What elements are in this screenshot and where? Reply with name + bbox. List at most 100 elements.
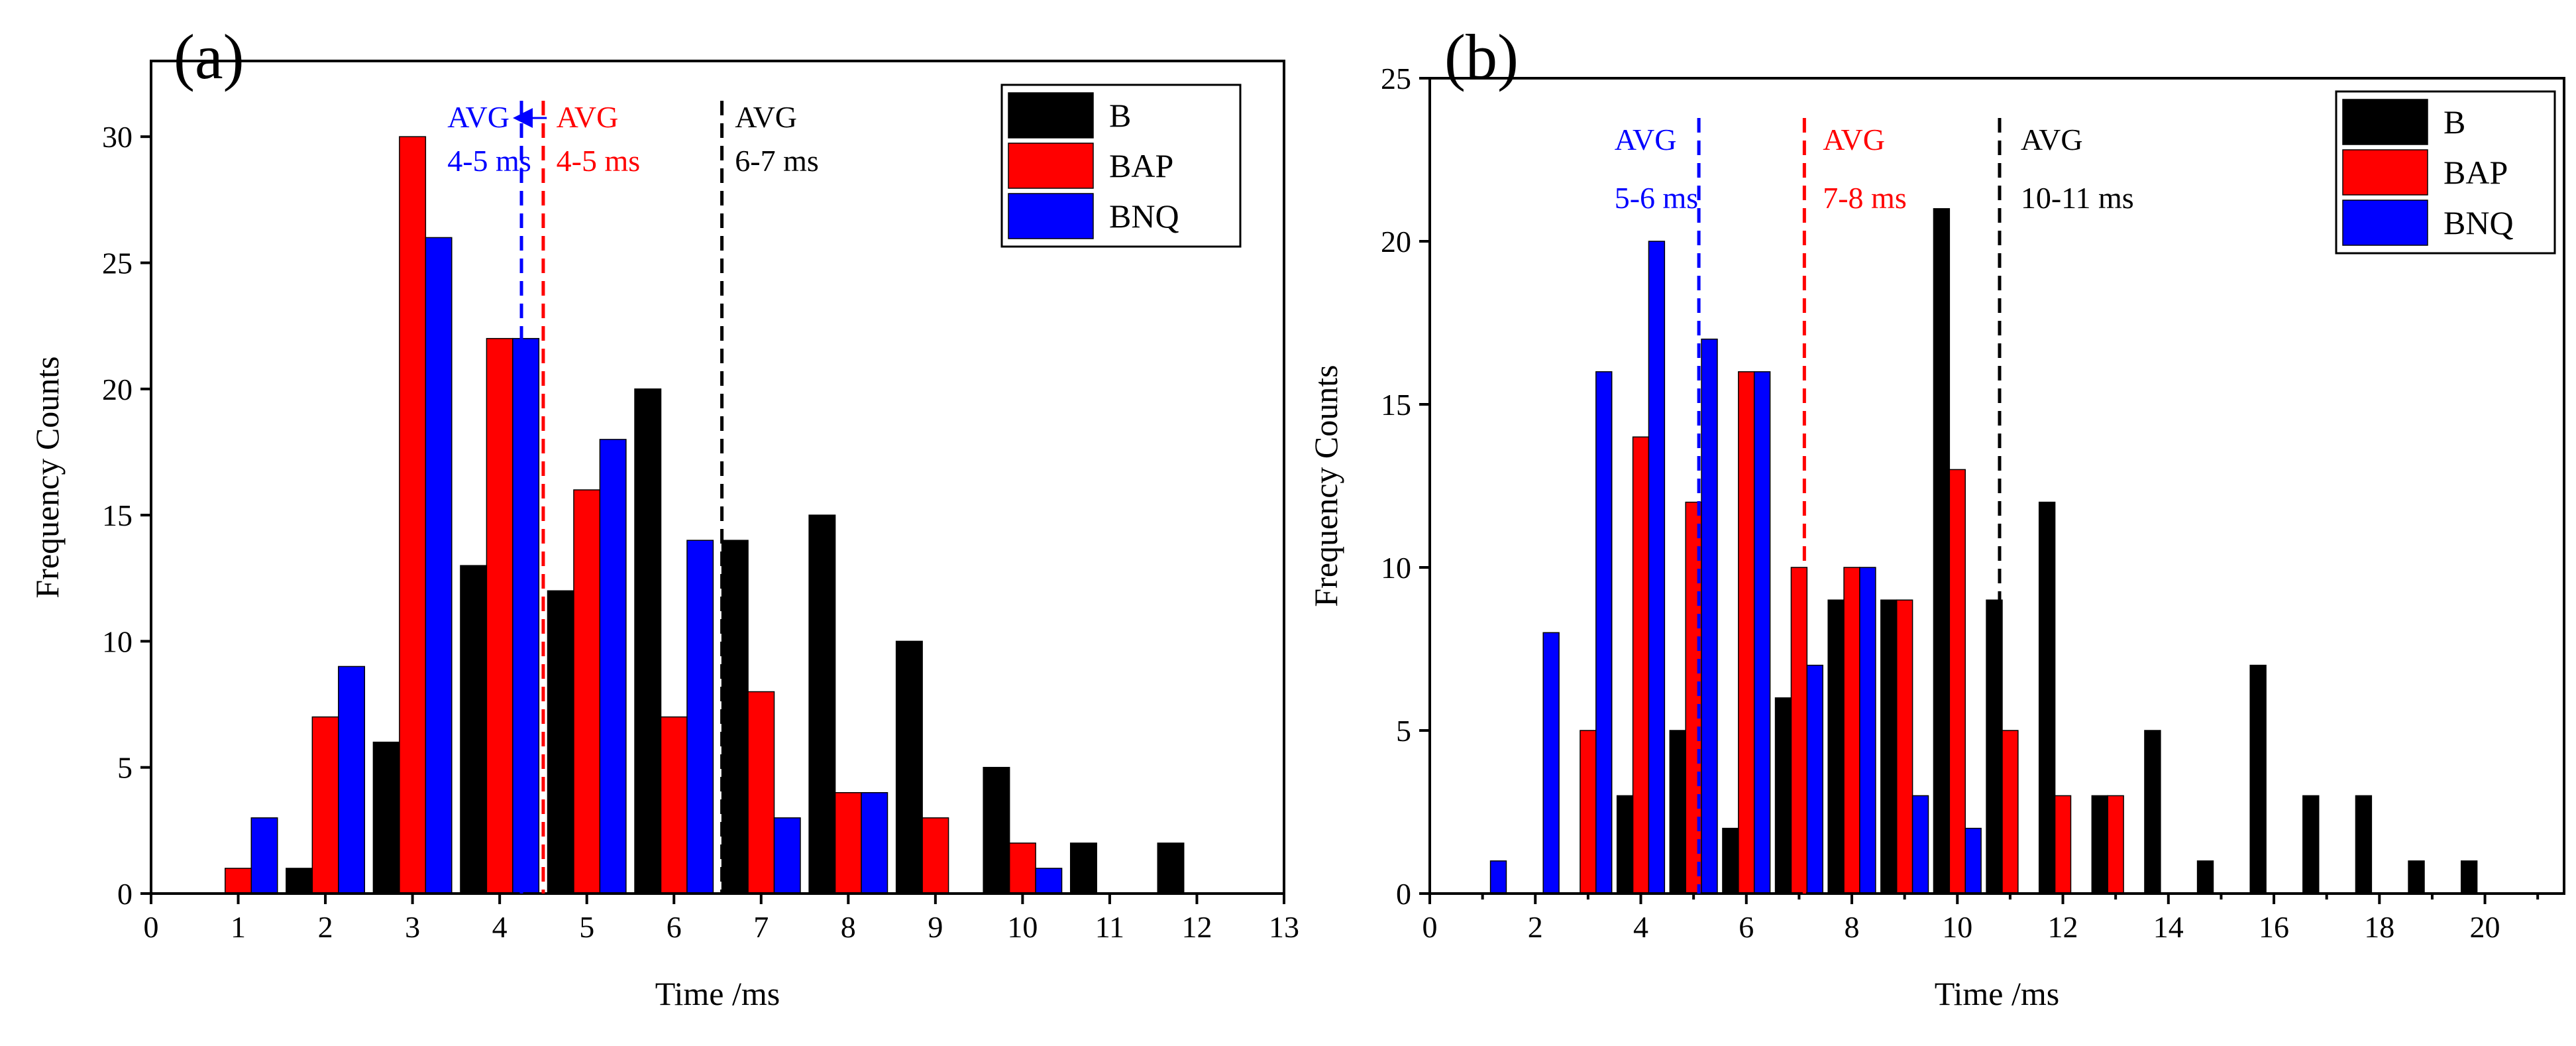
x-axis-title: Time /ms xyxy=(1935,975,2060,1012)
bar-b-9 xyxy=(1880,599,1898,894)
x-tick-label: 3 xyxy=(405,910,420,944)
avg-label-bnq: AVG xyxy=(447,100,510,134)
x-tick-label: 1 xyxy=(231,910,246,944)
x-tick-label: 5 xyxy=(579,910,594,944)
legend-swatch-bnq xyxy=(2342,200,2428,246)
avg-range-b: 6-7 ms xyxy=(735,144,819,178)
legend-label-bnq: BNQ xyxy=(2443,204,2514,241)
avg-range-bnq: 5-6 ms xyxy=(1615,181,1699,215)
bar-b-18 xyxy=(2355,795,2373,894)
x-tick-label: 9 xyxy=(928,910,943,944)
y-tick-label: 0 xyxy=(117,877,133,911)
avg-range-bap: 7-8 ms xyxy=(1823,181,1907,215)
bar-bap-2 xyxy=(311,716,339,894)
bar-b-7 xyxy=(721,540,749,894)
bar-b-20 xyxy=(2460,860,2478,894)
bar-b-10 xyxy=(1933,208,1951,894)
legend-swatch-b xyxy=(2342,99,2428,145)
bar-bnq-9 xyxy=(1911,795,1929,894)
bar-bnq-7 xyxy=(1806,664,1823,894)
avg-label-bap: AVG xyxy=(557,100,619,134)
bar-bnq-8 xyxy=(1859,567,1876,894)
x-tick-label: 4 xyxy=(1633,910,1648,944)
bar-bnq-1 xyxy=(250,817,278,894)
x-tick-label: 12 xyxy=(1181,910,1212,944)
bar-b-5 xyxy=(547,590,574,894)
bar-bnq-5 xyxy=(599,439,627,894)
x-tick-label: 0 xyxy=(1422,910,1438,944)
bar-bap-12 xyxy=(2054,795,2072,894)
bar-bap-3 xyxy=(1580,730,1597,894)
y-tick-label: 25 xyxy=(1381,62,1411,95)
bar-bap-6 xyxy=(1738,371,1755,894)
avg-label-bap: AVG xyxy=(1823,123,1885,156)
plot-frame xyxy=(150,60,1285,895)
y-tick-label: 0 xyxy=(1396,877,1411,911)
bar-b-3 xyxy=(372,741,400,894)
bar-bnq-6 xyxy=(1753,371,1771,894)
x-tick-label: 14 xyxy=(2153,910,2184,944)
bar-b-4 xyxy=(460,565,488,894)
y-tick-label: 10 xyxy=(102,624,133,658)
x-tick-label: 10 xyxy=(1007,910,1038,944)
y-tick-label: 10 xyxy=(1381,551,1411,585)
y-tick-label: 5 xyxy=(1396,714,1411,748)
y-tick-label: 20 xyxy=(1381,225,1411,259)
bar-bnq-5 xyxy=(1701,338,1718,894)
x-tick-label: 2 xyxy=(1528,910,1543,944)
x-tick-label: 11 xyxy=(1095,910,1124,944)
bar-bap-13 xyxy=(2107,795,2124,894)
x-tick-label: 18 xyxy=(2364,910,2394,944)
y-axis-title: Frequency Counts xyxy=(1307,365,1344,607)
bar-b-14 xyxy=(2144,730,2161,894)
y-tick-label: 20 xyxy=(102,373,133,406)
x-tick-label: 8 xyxy=(1845,910,1860,944)
avg-label-b: AVG xyxy=(735,100,797,134)
bar-bnq-10 xyxy=(1964,827,1982,894)
panel-label: (a) xyxy=(174,21,244,92)
bar-bnq-10 xyxy=(1035,868,1063,894)
avg-label-b: AVG xyxy=(2021,123,2083,156)
x-tick-label: 8 xyxy=(841,910,856,944)
bar-b-9 xyxy=(895,640,923,894)
bar-bnq-3 xyxy=(425,237,453,894)
x-tick-label: 16 xyxy=(2259,910,2289,944)
legend-swatch-bap xyxy=(1008,143,1094,189)
y-tick-label: 30 xyxy=(102,120,133,154)
x-tick-label: 6 xyxy=(1739,910,1754,944)
x-tick-label: 0 xyxy=(144,910,159,944)
bar-bap-10 xyxy=(1949,469,1966,894)
x-tick-label: 12 xyxy=(2048,910,2078,944)
y-tick-label: 15 xyxy=(1381,388,1411,422)
bar-b-11 xyxy=(1069,843,1097,894)
x-tick-label: 7 xyxy=(753,910,769,944)
bar-bnq-1 xyxy=(1489,860,1507,894)
bar-bap-3 xyxy=(399,136,427,894)
bar-bap-10 xyxy=(1008,843,1036,894)
bar-b-8 xyxy=(808,514,836,894)
bar-b-12 xyxy=(2038,501,2056,894)
bar-b-12 xyxy=(1157,843,1185,894)
bar-bap-7 xyxy=(747,691,775,894)
bar-b-13 xyxy=(2091,795,2108,894)
bar-b-17 xyxy=(2302,795,2320,894)
bar-bap-11 xyxy=(2002,730,2019,894)
avg-range-b: 10-11 ms xyxy=(2021,181,2134,215)
bar-bap-8 xyxy=(1843,567,1860,894)
bar-bap-9 xyxy=(1896,599,1913,894)
bar-b-4 xyxy=(1616,795,1634,894)
panel-label: (b) xyxy=(1444,21,1519,92)
bar-b-6 xyxy=(1722,827,1739,894)
bar-bap-8 xyxy=(834,792,862,894)
bar-bnq-2 xyxy=(338,666,366,894)
bar-bap-4 xyxy=(486,337,513,894)
bar-b-19 xyxy=(2408,860,2425,894)
avg-label-bnq: AVG xyxy=(1615,123,1677,156)
bar-bap-4 xyxy=(1632,436,1650,894)
x-tick-label: 13 xyxy=(1269,910,1299,944)
x-tick-label: 4 xyxy=(492,910,508,944)
x-tick-label: 10 xyxy=(1942,910,1972,944)
bar-bnq-7 xyxy=(773,817,801,894)
